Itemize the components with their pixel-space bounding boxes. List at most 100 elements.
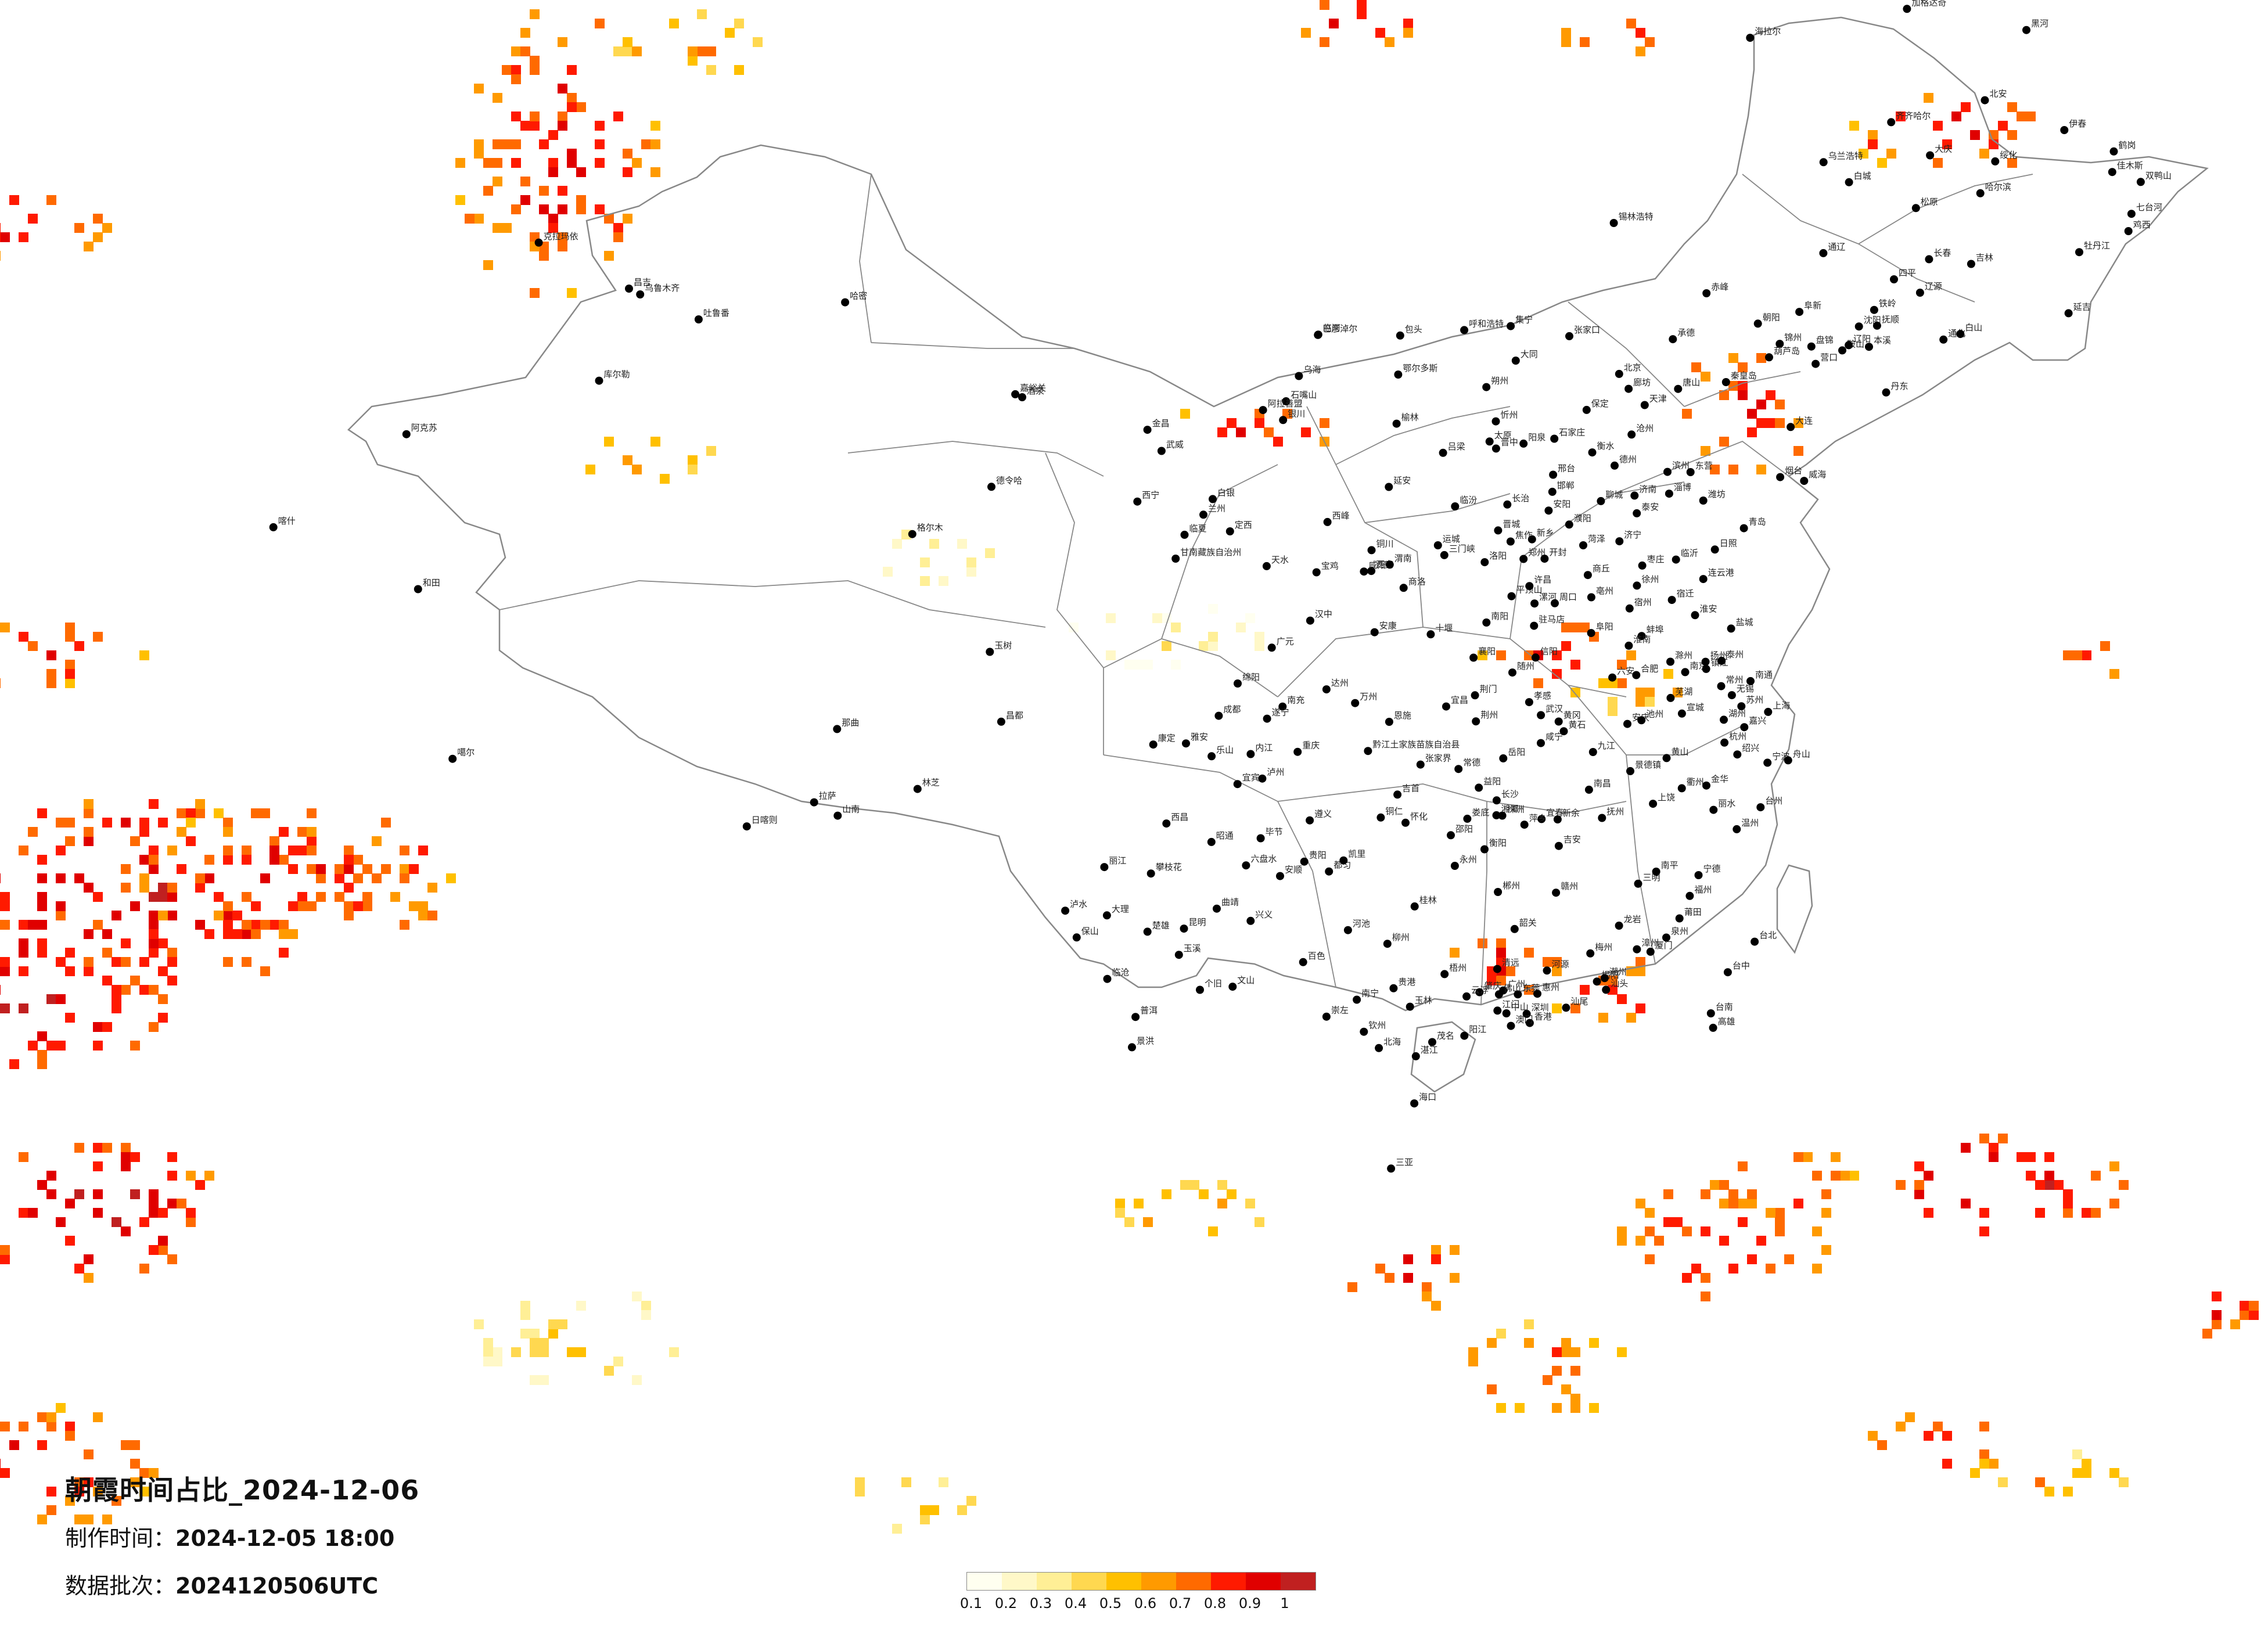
city-dot — [1550, 434, 1559, 443]
city-label: 渭南 — [1394, 553, 1412, 563]
glow-cell — [269, 836, 279, 846]
glow-cell — [1570, 688, 1580, 697]
glow-cell — [307, 864, 317, 874]
glow-cell — [1570, 1347, 1580, 1357]
city-marker: 渭南 — [1385, 553, 1412, 569]
data-batch-label: 数据批次： — [65, 1573, 176, 1599]
city-marker: 临沂 — [1672, 548, 1698, 564]
city-marker: 绥化 — [1991, 150, 2017, 166]
city-dot — [1180, 530, 1189, 539]
city-dot — [1675, 914, 1684, 923]
glow-cell — [1979, 1422, 1989, 1431]
city-label: 惠州 — [1542, 982, 1559, 992]
city-label: 岳阳 — [1508, 747, 1525, 757]
glow-cell — [623, 37, 632, 47]
city-marker: 铜仁 — [1376, 806, 1403, 822]
glow-cell — [28, 827, 38, 837]
city-label: 兴义 — [1255, 909, 1273, 920]
city-marker: 白银 — [1209, 487, 1235, 503]
city-label: 合肥 — [1641, 664, 1658, 674]
glow-cell — [539, 204, 549, 214]
glow-cell — [121, 1161, 131, 1171]
glow-cell — [1608, 985, 1618, 995]
glow-cell — [93, 1189, 103, 1199]
glow-cell — [1970, 130, 1980, 140]
city-marker: 赤峰 — [1702, 282, 1728, 297]
city-dot — [1447, 831, 1455, 840]
city-label: 秦皇岛 — [1731, 370, 1757, 381]
glow-cell — [623, 167, 632, 177]
city-label: 成都 — [1223, 704, 1241, 715]
glow-cell — [307, 846, 317, 855]
glow-cell — [2240, 1301, 2249, 1311]
city-dot — [1460, 1031, 1469, 1040]
city-marker: 常州 — [1717, 675, 1744, 690]
city-marker: 北京 — [1615, 362, 1641, 378]
city-dot — [1410, 902, 1419, 911]
city-marker: 个旧 — [1196, 979, 1222, 994]
city-label: 临河 — [1323, 323, 1340, 333]
glow-cell — [530, 1329, 540, 1339]
city-dot — [1562, 1003, 1570, 1012]
glow-cell — [46, 1505, 56, 1515]
city-dot — [1259, 406, 1267, 415]
glow-cell — [1264, 427, 1274, 437]
glow-cell — [37, 1059, 47, 1069]
glow-cell — [1738, 390, 1748, 400]
city-dot — [1440, 970, 1449, 979]
city-label: 乌鲁木齐 — [645, 283, 680, 293]
glow-cell — [1543, 957, 1552, 967]
glow-cell — [623, 214, 632, 224]
glow-cell — [307, 901, 317, 911]
glow-cell — [177, 808, 186, 818]
city-marker: 玉树 — [986, 641, 1012, 656]
city-dot — [1472, 717, 1480, 726]
city-dot — [1553, 815, 1562, 823]
city-dot — [1548, 487, 1557, 496]
glow-cell — [1561, 37, 1571, 47]
glow-cell — [511, 46, 521, 56]
city-marker: 新余 — [1553, 808, 1580, 823]
city-dot — [1367, 567, 1376, 575]
glow-cell — [46, 1171, 56, 1181]
glow-cell — [493, 158, 502, 168]
city-dot — [1493, 1006, 1502, 1015]
glow-cell — [966, 567, 976, 577]
glow-cell — [957, 1505, 967, 1515]
glow-cell — [632, 1375, 642, 1385]
city-dot — [1314, 330, 1322, 339]
city-label: 阜阳 — [1596, 621, 1613, 632]
city-dot — [1666, 657, 1674, 666]
city-marker: 湛江 — [1411, 1045, 1438, 1060]
glow-cell — [158, 1245, 168, 1255]
glow-cell — [0, 1254, 10, 1264]
city-marker: 台州 — [1756, 796, 1782, 812]
glow-cell — [158, 1236, 168, 1246]
glow-cell — [195, 799, 205, 809]
glow-cell — [167, 976, 177, 985]
city-label: 酒泉 — [1027, 386, 1044, 396]
city-label: 朔州 — [1491, 376, 1508, 386]
city-label: 梧州 — [1449, 962, 1467, 973]
city-dot — [1587, 593, 1595, 602]
city-marker: 石家庄 — [1550, 427, 1585, 443]
glow-cell — [74, 1487, 84, 1497]
made-time-value: 2024-12-05 18:00 — [175, 1526, 395, 1551]
glow-cell — [1180, 409, 1190, 419]
glow-cell — [84, 242, 94, 251]
glow-cell — [1589, 1338, 1599, 1348]
city-marker: 泸州 — [1258, 767, 1284, 783]
glow-cell — [28, 641, 38, 651]
glow-cell — [2240, 1310, 2249, 1320]
glow-cell — [93, 1208, 103, 1218]
glow-cell — [650, 437, 660, 447]
city-label: 黄冈 — [1563, 710, 1581, 721]
city-label: 台北 — [1759, 930, 1777, 941]
city-dot — [1508, 668, 1516, 677]
glow-cell — [112, 1496, 121, 1506]
glow-cell — [46, 1412, 56, 1422]
glow-cell — [530, 121, 540, 131]
glow-cell — [1208, 604, 1218, 614]
glow-cell — [734, 19, 744, 28]
glow-cell — [400, 864, 409, 874]
